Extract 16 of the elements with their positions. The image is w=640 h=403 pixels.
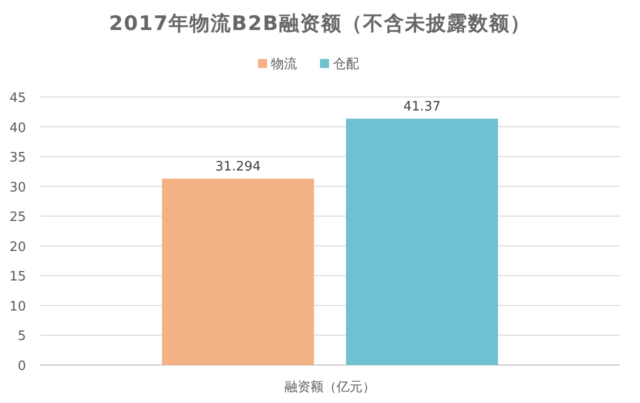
chart-title: 2017年物流B2B融资额（不含未披露数额）: [108, 11, 532, 35]
y-tick-label: 0: [18, 359, 26, 374]
y-tick-label: 10: [9, 299, 26, 314]
y-tick-label: 35: [9, 150, 26, 166]
legend-label: 仓配: [333, 57, 359, 72]
y-tick-label: 15: [9, 270, 26, 285]
data-label: 31.294: [215, 160, 261, 175]
legend-label: 物流: [271, 56, 297, 72]
y-tick-label: 5: [18, 329, 26, 344]
y-tick-label: 25: [9, 210, 26, 226]
y-tick-label: 45: [9, 91, 26, 106]
y-tick-label: 30: [9, 180, 26, 196]
y-tick-label: 40: [9, 120, 26, 136]
x-tick-label: 融资额（亿元）: [284, 380, 376, 395]
data-label: 41.37: [403, 100, 441, 115]
y-tick-label: 20: [9, 240, 26, 255]
